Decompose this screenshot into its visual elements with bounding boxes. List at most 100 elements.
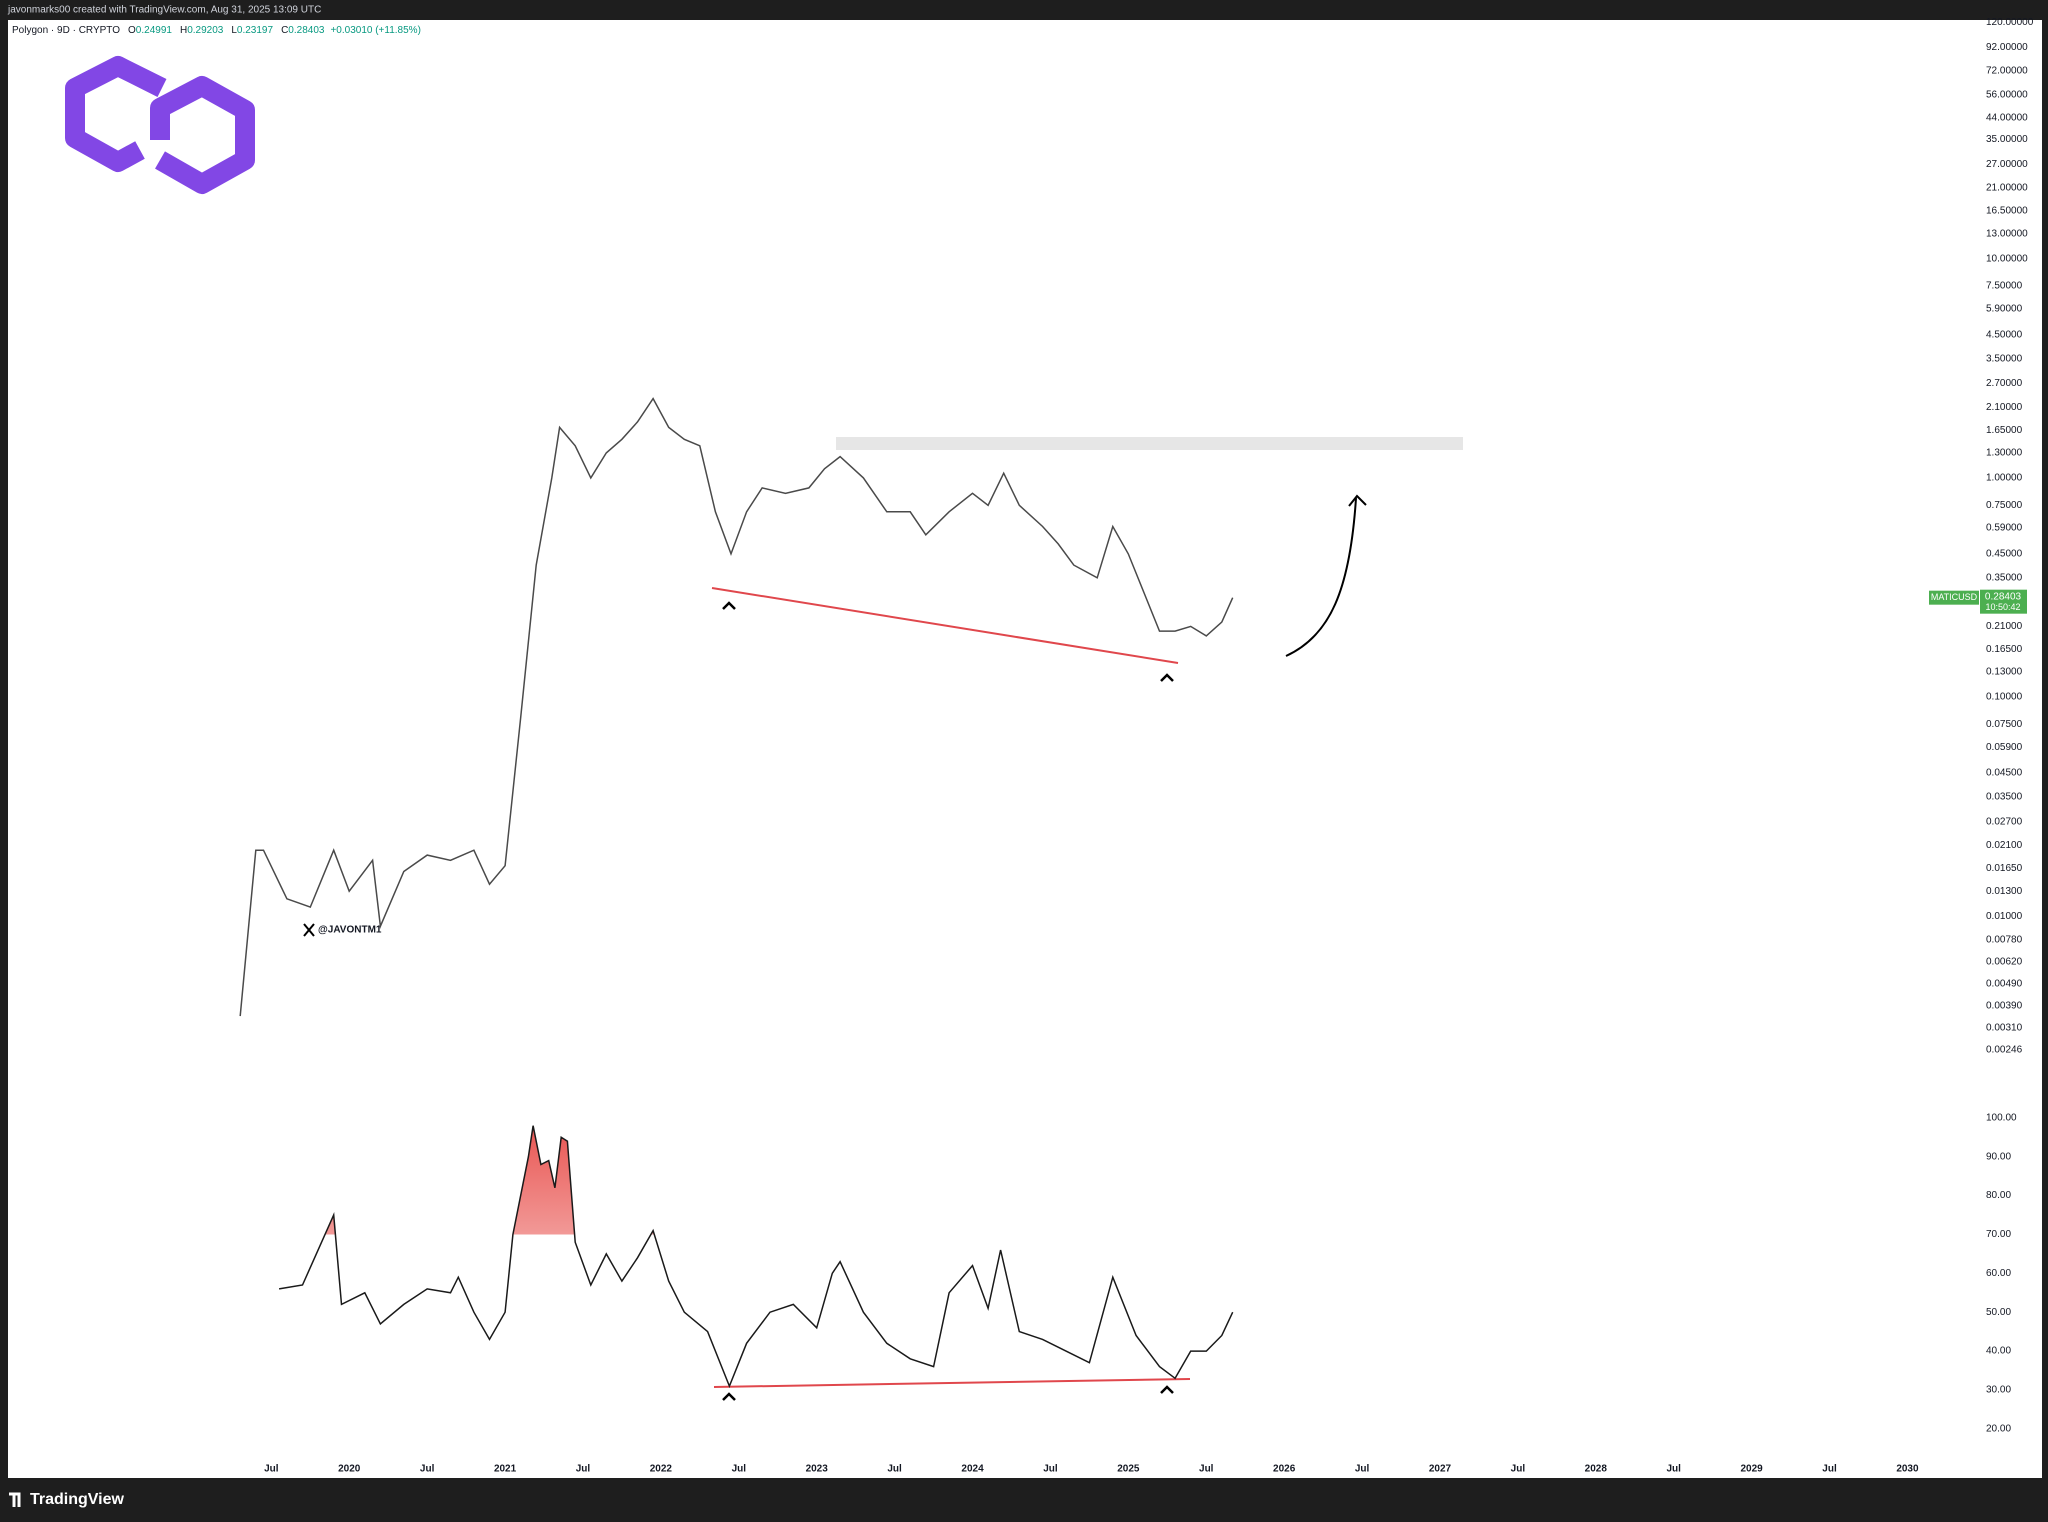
y-tick-label: 40.00	[1986, 1346, 2011, 1357]
caret	[1160, 673, 1174, 682]
y-tick-label: 1.00000	[1986, 473, 2023, 484]
y-tick-label: 0.00310	[1986, 1022, 2023, 1033]
caret	[1160, 1385, 1174, 1394]
y-tick-label: 92.00000	[1986, 42, 2028, 53]
price-tag	[1980, 589, 2027, 614]
x-tick-label: 2028	[1585, 1464, 1608, 1475]
y-tick-label: 21.00000	[1986, 183, 2028, 194]
legend-key: C	[281, 25, 288, 36]
x-tick-label: Jul	[1355, 1464, 1370, 1475]
y-tick-label: 5.90000	[1986, 304, 2023, 315]
y-tick-label: 90.00	[1986, 1151, 2011, 1162]
y-tick-label: 27.00000	[1986, 159, 2028, 170]
x-tick-label: 2024	[961, 1464, 984, 1475]
x-tick-label: 2020	[338, 1464, 361, 1475]
polygon-logo	[65, 56, 255, 194]
y-tick-label: 0.03500	[1986, 792, 2023, 803]
y-tick-label: 0.00390	[1986, 1000, 2023, 1011]
footer-brand: TradingView	[30, 1491, 125, 1508]
y-tick-label: 0.13000	[1986, 667, 2023, 678]
x-tick-label: Jul	[1199, 1464, 1214, 1475]
caret	[722, 1392, 736, 1401]
legend-value: 0.24991	[136, 25, 173, 36]
y-tick-label: 0.00620	[1986, 956, 2023, 967]
y-tick-label: 72.00000	[1986, 65, 2028, 76]
y-tick-label: 30.00	[1986, 1385, 2011, 1396]
projection-arrow	[1285, 497, 1357, 657]
x-tick-label: Jul	[1511, 1464, 1526, 1475]
x-tick-label: Jul	[1822, 1464, 1837, 1475]
y-tick-label: 56.00000	[1986, 89, 2028, 100]
footer: TradingView	[9, 1491, 125, 1508]
logo-hex-right	[150, 76, 255, 194]
x-tick-label: Jul	[576, 1464, 591, 1475]
y-tick-label: 0.21000	[1986, 621, 2023, 632]
y-tick-label: 70.00	[1986, 1229, 2011, 1240]
y-tick-label: 16.50000	[1986, 206, 2028, 217]
legend: Polygon · 9D · CRYPTO O0.24991 H0.29203 L0.…	[12, 25, 421, 36]
price-trendline	[711, 587, 1179, 664]
y-tick-label: 0.02700	[1986, 816, 2023, 827]
y-tick-label: 0.01650	[1986, 863, 2023, 874]
y-tick-label: 0.75000	[1986, 500, 2023, 511]
footer-logo	[9, 1492, 21, 1507]
y-tick-label: 60.00	[1986, 1268, 2011, 1279]
y-tick-label: 10.00000	[1986, 253, 2028, 264]
series-line	[278, 1125, 1234, 1389]
y-tick-label: 0.45000	[1986, 549, 2023, 560]
x-tick-label: 2025	[1117, 1464, 1140, 1475]
y-tick-label: 0.01300	[1986, 886, 2023, 897]
header-text: javonmarks00 created with TradingView.co…	[7, 5, 321, 16]
watermark: @JAVONTM1	[303, 923, 382, 937]
x-tick-label: 2021	[494, 1464, 517, 1475]
y-tick-label: 80.00	[1986, 1190, 2011, 1201]
series-line	[239, 397, 1234, 1017]
x-tick-label: Jul	[264, 1464, 279, 1475]
logo-hex-left	[65, 56, 167, 172]
y-tick-label: 1.30000	[1986, 448, 2023, 459]
y-tick-label: 44.00000	[1986, 112, 2028, 123]
y-tick-label: 0.02100	[1986, 840, 2023, 851]
x-tick-label: Jul	[420, 1464, 435, 1475]
watermark-text: @JAVONTM1	[318, 925, 382, 936]
resistance-zone	[836, 437, 1463, 450]
legend-value: 0.29203	[187, 25, 224, 36]
price-tag-value: 0.28403	[1985, 591, 2022, 602]
x-icon	[303, 923, 315, 937]
x-tick-label: Jul	[887, 1464, 902, 1475]
legend-value: 0.23197	[237, 25, 274, 36]
y-tick-label: 1.65000	[1986, 425, 2023, 436]
y-tick-label: 2.10000	[1986, 402, 2023, 413]
y-tick-label: 7.50000	[1986, 281, 2023, 292]
y-tick-label: 0.01000	[1986, 911, 2023, 922]
legend-key: H	[180, 25, 187, 36]
x-tick-label: 2026	[1273, 1464, 1296, 1475]
y-tick-label: 0.00780	[1986, 934, 2023, 945]
x-tick-label: Jul	[1043, 1464, 1058, 1475]
rsi-trendline	[713, 1378, 1191, 1388]
x-tick-label: 2023	[806, 1464, 829, 1475]
arrow-head	[1348, 494, 1367, 507]
y-tick-label: 0.00246	[1986, 1044, 2023, 1055]
x-tick-label: 2022	[650, 1464, 673, 1475]
x-tick-label: 2027	[1429, 1464, 1452, 1475]
legend-symbol: Polygon · 9D · CRYPTO	[12, 25, 120, 36]
y-tick-label: 0.16500	[1986, 644, 2023, 655]
legend-change: +0.03010 (+11.85%)	[330, 25, 420, 36]
y-tick-label: 0.07500	[1986, 719, 2023, 730]
y-tick-label: 100.00	[1986, 1113, 2017, 1124]
y-tick-label: 0.35000	[1986, 572, 2023, 583]
symbol-tag-text: MATICUSD	[1931, 592, 1978, 602]
y-tick-label: 50.00	[1986, 1307, 2011, 1318]
x-tick-label: Jul	[1666, 1464, 1681, 1475]
price-tag-countdown: 10:50:42	[1985, 602, 2020, 612]
y-tick-label: 35.00000	[1986, 134, 2028, 145]
carets	[722, 601, 1174, 1401]
x-tick-label: 2030	[1896, 1464, 1919, 1475]
y-tick-label: 0.10000	[1986, 692, 2023, 703]
chart-pane	[8, 20, 2042, 1478]
y-tick-label: 0.00490	[1986, 979, 2023, 990]
y-tick-label: 2.70000	[1986, 378, 2023, 389]
y-tick-label: 0.59000	[1986, 523, 2023, 534]
